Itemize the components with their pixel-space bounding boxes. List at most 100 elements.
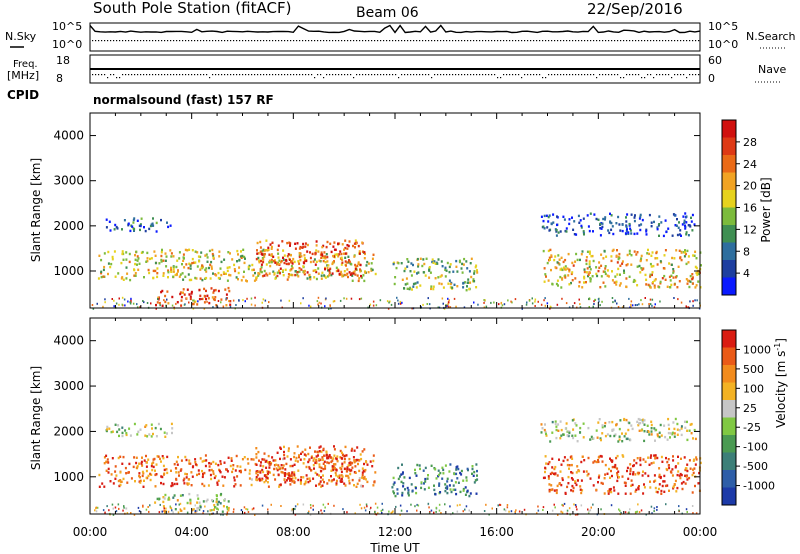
velocity-echo-cell — [149, 504, 151, 507]
power-echo-cell — [649, 273, 652, 276]
velocity-echo-cell — [371, 465, 374, 468]
velocity-echo-cell — [346, 466, 349, 469]
nsearch-point — [674, 40, 676, 42]
power-echo-cell — [317, 296, 320, 299]
power-echo-cell — [340, 252, 343, 256]
power-echo-cell — [638, 217, 641, 220]
velocity-echo-cell — [549, 472, 552, 476]
nsearch-point — [272, 40, 274, 42]
power-echo-cell — [630, 305, 632, 308]
velocity-echo-cell — [198, 508, 201, 511]
power-echo-cell — [629, 227, 632, 230]
nave-point — [698, 74, 700, 76]
velocity-echo-cell — [293, 473, 296, 476]
velocity-echo-cell — [556, 474, 559, 477]
velocity-echo-cell — [415, 491, 418, 495]
power-echo-cell — [176, 301, 179, 304]
velocity-echo-cell — [332, 466, 335, 469]
power-echo-cell — [349, 273, 352, 276]
velocity-echo-cell — [184, 472, 187, 476]
power-echo-cell — [448, 279, 451, 282]
power-echo-cell — [611, 249, 614, 253]
velocity-echo-cell — [333, 445, 335, 448]
power-echo-cell — [172, 267, 175, 271]
power-echo-cell — [493, 301, 495, 304]
power-echo-cell — [639, 213, 642, 217]
power-echo-cell — [170, 270, 173, 273]
velocity-echo-cell — [114, 470, 117, 473]
power-echo-cell — [676, 286, 679, 289]
power-echo-cell — [444, 275, 447, 278]
power-echo-cell — [256, 241, 259, 245]
nsearch-point — [173, 40, 175, 42]
power-echo-cell — [625, 216, 627, 219]
velocity-echo-cell — [219, 502, 222, 505]
velocity-echo-cell — [203, 484, 206, 488]
power-echo-cell — [543, 299, 545, 302]
velocity-echo-cell — [358, 459, 361, 462]
power-echo-cell — [137, 268, 140, 271]
time-tick-label: 00:00 — [683, 525, 718, 539]
power-echo-cell — [432, 285, 435, 288]
velocity-echo-cell — [203, 459, 206, 462]
velocity-echo-cell — [318, 463, 321, 466]
power-echo-cell — [626, 263, 629, 266]
power-echo-cell — [633, 216, 636, 219]
velocity-echo-cell — [669, 432, 672, 435]
velocity-echo-cell — [300, 452, 302, 455]
velocity-echo-cell — [678, 509, 680, 512]
power-echo-cell — [397, 262, 400, 265]
velocity-echo-cell — [567, 482, 570, 485]
velocity-echo-cell — [287, 447, 290, 450]
power-echo-cell — [300, 255, 303, 258]
nave-point — [116, 77, 118, 79]
nave-point — [161, 74, 163, 76]
nave-point — [245, 74, 247, 76]
velocity-echo-cell — [554, 420, 557, 423]
velocity-echo-cell — [164, 493, 167, 497]
nsearch-point — [512, 40, 514, 42]
power-echo-cell — [650, 221, 653, 224]
nsearch-point — [311, 40, 313, 42]
velocity-echo-cell — [572, 436, 575, 440]
power-echo-cell — [210, 260, 213, 264]
velocity-echo-cell — [366, 480, 369, 484]
power-echo-cell — [203, 294, 206, 298]
power-echo-cell — [664, 219, 667, 222]
velocity-echo-cell — [300, 478, 302, 482]
power-echo-cell — [447, 301, 450, 304]
power-echo-cell — [649, 275, 652, 278]
nsearch-point — [626, 40, 628, 42]
velocity-echo-cell — [297, 469, 300, 472]
velocity-echo-cell — [279, 483, 282, 486]
power-echo-cell — [421, 264, 424, 268]
time-tick-label: 04:00 — [174, 525, 209, 539]
power-echo-cell — [617, 267, 620, 271]
power-echo-cell — [615, 222, 618, 225]
power-echo-cell — [277, 256, 280, 259]
nsearch-point — [668, 40, 670, 42]
velocity-echo-cell — [572, 486, 575, 490]
power-echo-cell — [659, 300, 661, 303]
velocity-echo-cell — [290, 509, 293, 512]
velocity-echo-cell — [366, 505, 368, 508]
power-echo-cell — [276, 271, 279, 274]
velocity-echo-cell — [438, 503, 441, 506]
velocity-echo-cell — [656, 456, 659, 460]
velocity-echo-cell — [639, 456, 642, 460]
velocity-echo-cell — [573, 503, 575, 506]
velocity-echo-cell — [318, 482, 321, 485]
velocity-echo-cell — [102, 509, 105, 512]
nave-point — [281, 74, 283, 76]
power-echo-cell — [692, 276, 694, 279]
velocity-echo-cell — [358, 479, 361, 482]
velocity-echo-cell — [644, 460, 647, 463]
velocity-echo-cell — [146, 461, 148, 464]
power-echo-cell — [220, 273, 223, 277]
freq-label-line2: [MHz] — [7, 69, 39, 82]
velocity-echo-cell — [658, 435, 661, 439]
power-echo-cell — [587, 273, 590, 276]
power-echo-cell — [675, 249, 678, 252]
velocity-echo-cell — [215, 500, 218, 504]
power-echo-cell — [582, 217, 585, 220]
